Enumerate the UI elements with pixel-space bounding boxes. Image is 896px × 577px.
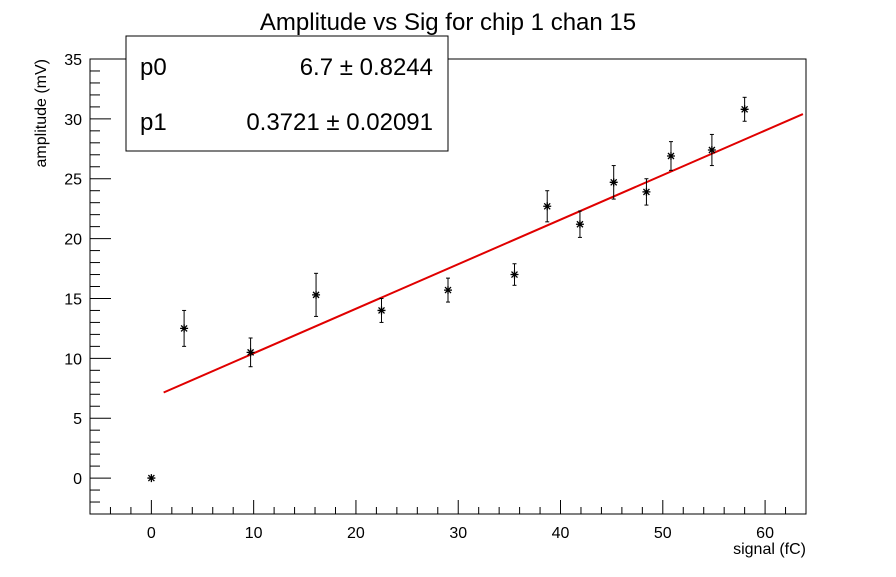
data-point — [246, 337, 255, 368]
data-points-layer — [147, 96, 749, 483]
axis-ticks — [89, 58, 807, 515]
axis-tick-labels: 0 10 20 30 40 50 60 0 5 10 15 20 25 30 35 — [64, 52, 774, 542]
x-tick-label: 30 — [449, 525, 467, 542]
fit-stats-box: p0 6.7 ± 0.8244 p1 0.3721 ± 0.02091 — [125, 35, 449, 152]
stat-p0-name: p0 — [140, 54, 167, 81]
data-point — [642, 178, 651, 206]
point-marker — [666, 151, 675, 160]
data-point — [707, 133, 716, 167]
point-marker — [609, 178, 618, 187]
x-tick-label: 20 — [347, 525, 365, 542]
point-marker — [642, 187, 651, 196]
stat-p0-plusminus: ± — [333, 54, 360, 81]
stats-box-frame — [125, 35, 449, 152]
y-axis-label: amplitude (mV) — [33, 59, 50, 167]
point-marker — [246, 348, 255, 357]
fit-line — [163, 113, 804, 394]
data-point — [510, 263, 519, 286]
y-tick-label: 35 — [64, 52, 82, 69]
data-point — [575, 210, 584, 238]
y-tick-label: 0 — [73, 471, 82, 488]
data-point — [377, 297, 386, 323]
stat-p0-mean: 6.7 — [300, 54, 333, 81]
data-point — [740, 96, 749, 122]
data-point — [180, 309, 189, 347]
point-marker — [510, 270, 519, 279]
point-marker — [575, 220, 584, 229]
data-point — [444, 277, 452, 303]
point-marker — [147, 474, 156, 483]
point-marker — [377, 306, 386, 315]
point-marker — [740, 105, 749, 114]
data-point — [543, 190, 552, 223]
x-tick-label: 40 — [552, 525, 570, 542]
x-axis-label: signal (fC) — [733, 541, 806, 558]
point-marker — [444, 286, 452, 295]
stat-p1-error: 0.02091 — [346, 109, 433, 136]
y-tick-label: 25 — [64, 172, 82, 189]
stat-p0-value: 6.7 ± 0.8244 — [300, 54, 433, 81]
y-tick-label: 5 — [73, 411, 82, 428]
data-point — [312, 272, 321, 317]
point-marker — [312, 290, 321, 299]
y-tick-label: 20 — [64, 232, 82, 249]
y-tick-label: 30 — [64, 112, 82, 129]
x-tick-label: 50 — [654, 525, 672, 542]
stat-p1-value: 0.3721 ± 0.02091 — [246, 109, 433, 136]
chart-title: Amplitude vs Sig for chip 1 chan 15 — [260, 9, 636, 36]
stat-p0-error: 0.8244 — [360, 54, 433, 81]
stat-p1-name: p1 — [140, 109, 167, 136]
x-tick-label: 10 — [245, 525, 263, 542]
stat-p1-plusminus: ± — [320, 109, 347, 136]
stat-p1-mean: 0.3721 — [246, 109, 319, 136]
point-marker — [707, 146, 716, 154]
y-tick-label: 10 — [64, 351, 82, 368]
data-point — [609, 165, 618, 200]
x-tick-label: 60 — [756, 525, 774, 542]
fit-line-layer — [163, 113, 804, 394]
y-tick-label: 15 — [64, 291, 82, 308]
x-tick-label: 0 — [147, 525, 156, 542]
point-marker — [180, 324, 189, 333]
data-point — [147, 474, 156, 483]
point-marker — [543, 202, 552, 211]
data-point — [666, 141, 675, 171]
